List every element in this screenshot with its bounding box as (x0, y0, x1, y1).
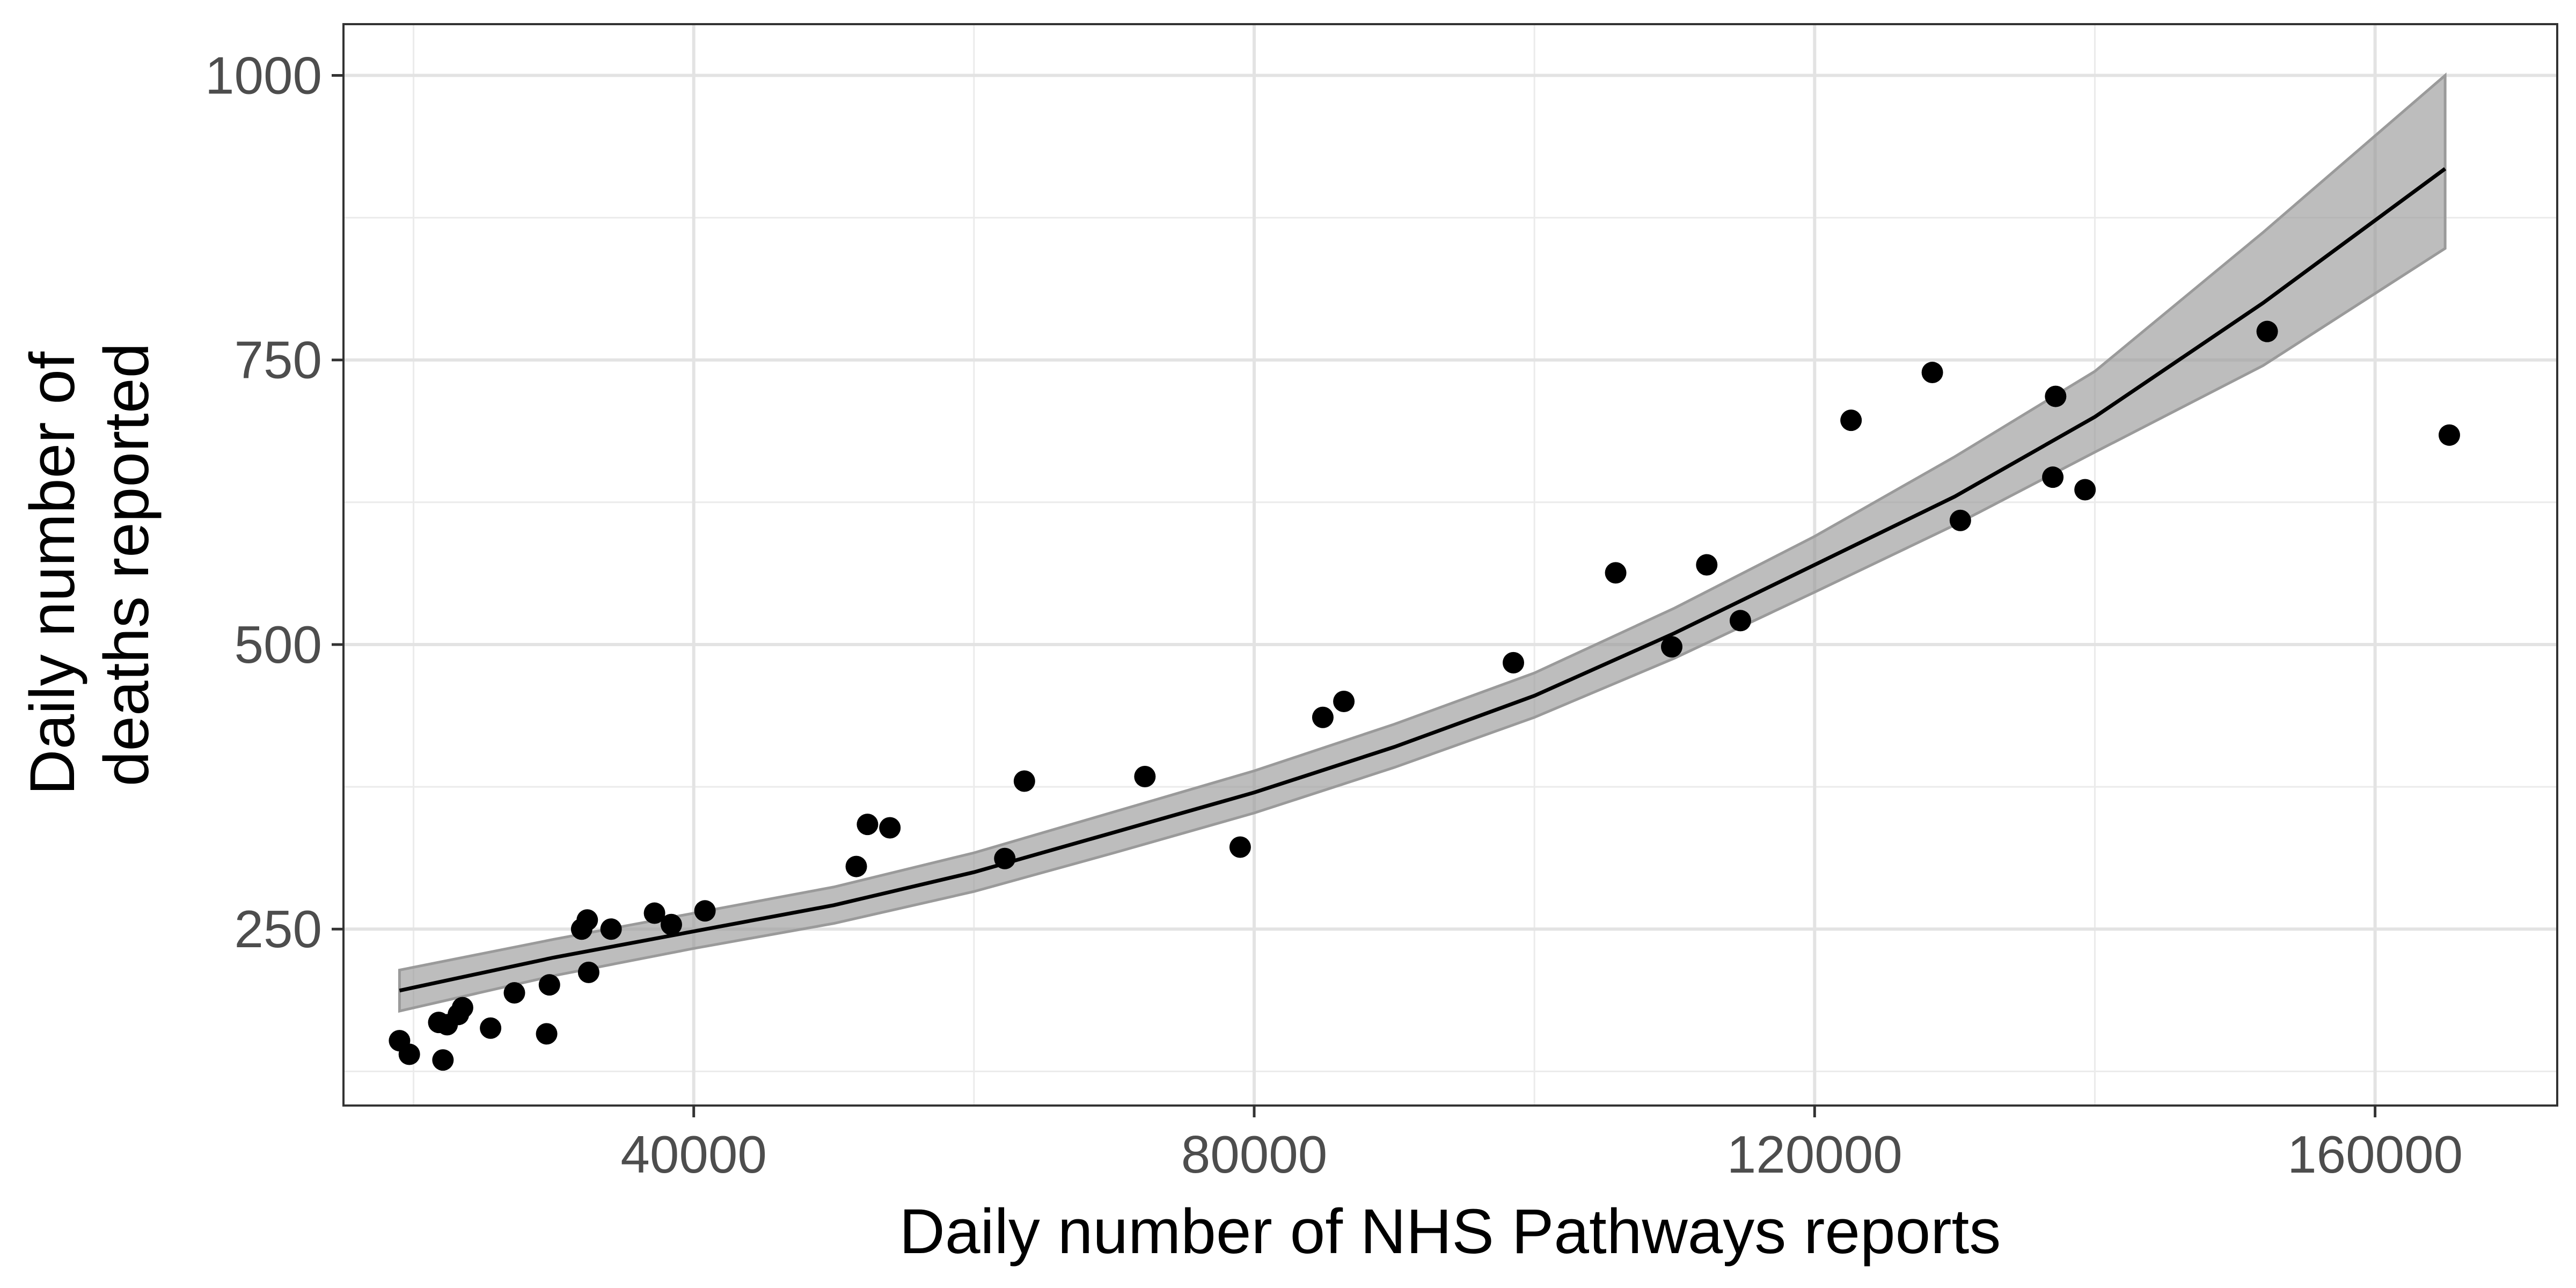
data-point (1312, 706, 1334, 728)
y-axis-title-line-2: deaths reported (91, 343, 162, 787)
y-axis: 250 500 750 1000 (205, 46, 343, 958)
data-point (576, 909, 598, 931)
data-point (879, 817, 901, 839)
data-point (1502, 652, 1524, 674)
data-point (451, 997, 473, 1019)
x-tick-label: 120000 (1727, 1125, 1902, 1184)
data-point (1949, 509, 1971, 531)
data-point (1729, 610, 1751, 632)
data-point (600, 918, 622, 940)
data-point (1333, 691, 1355, 713)
y-tick-label: 750 (234, 331, 322, 390)
data-points (389, 320, 2460, 1071)
data-point (2042, 466, 2064, 488)
plot-panel (342, 23, 2558, 1107)
data-point (480, 1017, 502, 1039)
x-tick-label: 40000 (620, 1125, 767, 1184)
data-point (1229, 836, 1251, 858)
data-point (857, 814, 879, 836)
data-point (1134, 766, 1156, 788)
confidence-band (398, 72, 2447, 1013)
data-point (1840, 409, 1862, 431)
data-point (503, 982, 525, 1004)
data-point (1696, 554, 1718, 576)
data-point (994, 847, 1016, 869)
y-tick-label: 250 (234, 899, 322, 958)
data-point (398, 1043, 420, 1065)
data-point (643, 902, 665, 924)
data-point (432, 1049, 454, 1071)
data-point (1661, 636, 1682, 658)
fit-line (399, 167, 2447, 993)
data-point (2438, 424, 2460, 446)
x-axis: 40000 80000 120000 160000 (620, 1106, 2463, 1184)
x-tick-label: 80000 (1181, 1125, 1328, 1184)
data-point (845, 855, 867, 877)
data-point (536, 1023, 558, 1045)
y-axis-title-line-1: Daily number of (17, 352, 88, 795)
data-point (1921, 362, 1943, 384)
data-point (538, 974, 560, 996)
grid-minor (343, 24, 2557, 1106)
data-point (2256, 320, 2278, 342)
data-point (1605, 562, 1627, 584)
data-point (694, 900, 716, 922)
data-point (2074, 479, 2096, 501)
data-point (577, 961, 599, 983)
x-tick-label: 160000 (2287, 1125, 2463, 1184)
y-tick-label: 500 (234, 615, 322, 674)
y-tick-label: 1000 (205, 46, 322, 105)
data-point (2045, 385, 2067, 407)
x-axis-title: Daily number of NHS Pathways reports (899, 1196, 2001, 1267)
data-point (1013, 770, 1035, 792)
y-axis-title: Daily number of deaths reported (17, 334, 162, 795)
plot-border (342, 23, 2558, 1107)
data-point (660, 913, 682, 935)
